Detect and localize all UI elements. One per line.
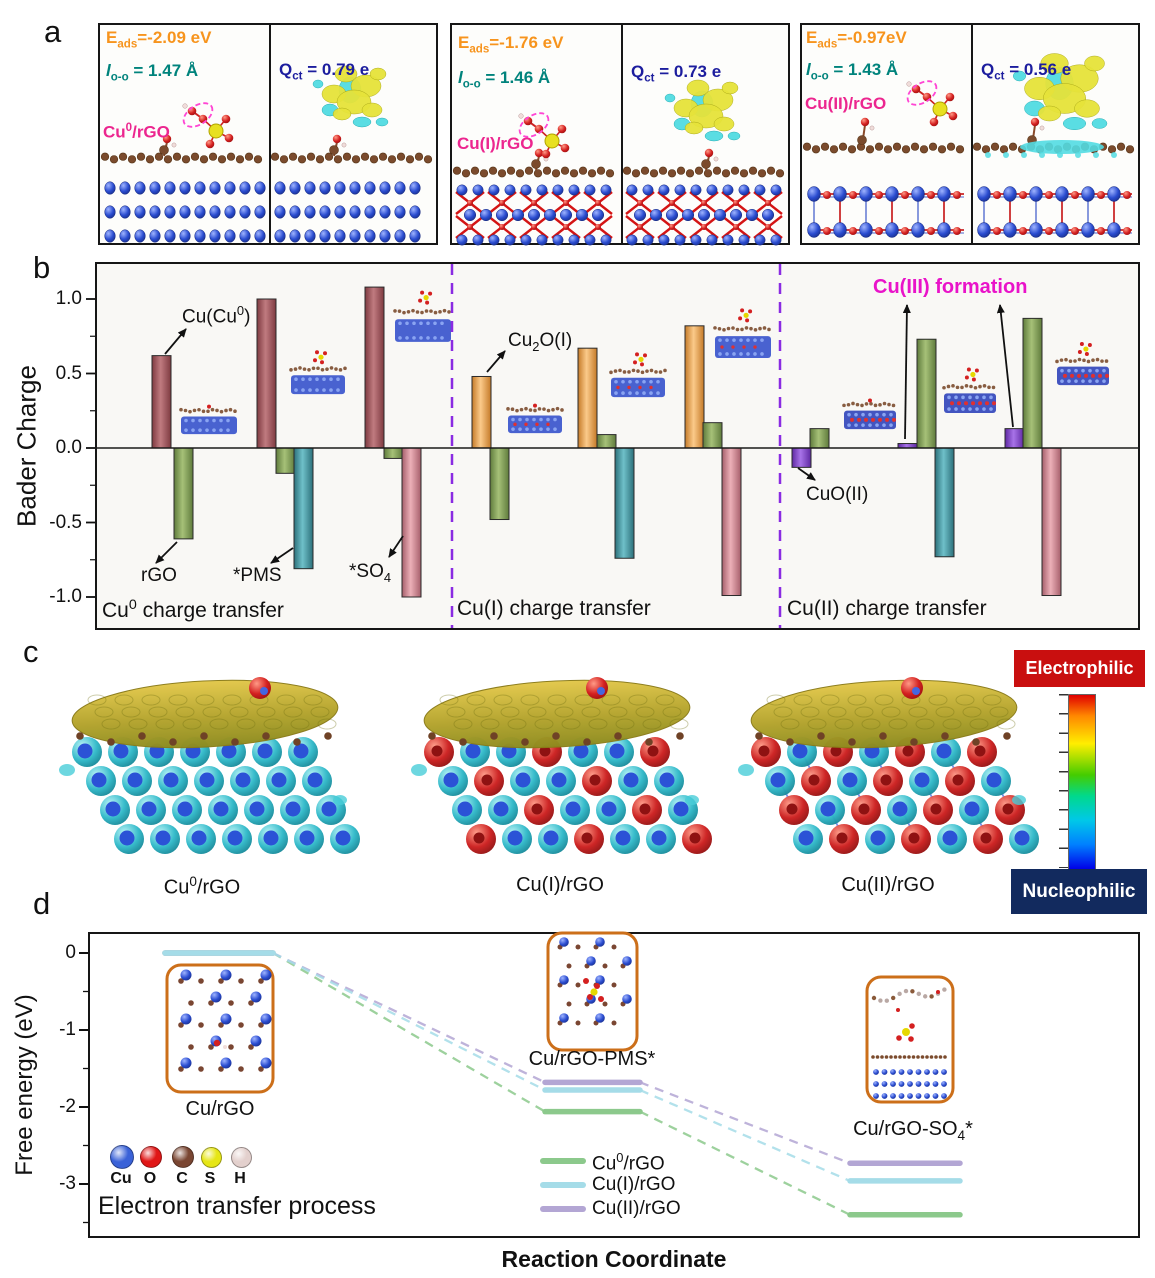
oo-bond-length-cu2: lo-o = 1.43 Å (806, 60, 899, 83)
panel-d-label: d (33, 886, 51, 921)
esp-sheet (71, 677, 339, 749)
esp-sheet (423, 677, 691, 749)
qct-value-cu1: Qct = 0.73 e (631, 62, 722, 85)
annotation-cu2o: Cu2O(I) (508, 330, 573, 354)
esp-structure-2 (738, 677, 1039, 854)
stage-label-cu-rgo-pms: Cu/rGO-PMS* (528, 1048, 656, 1070)
esp-colorbar-gradient (1068, 694, 1096, 870)
eads-value-cu1: Eads=-1.76 eV (458, 33, 564, 56)
atom-legend-label-C: C (176, 1170, 188, 1187)
section-label-cu1: Cu(I) charge transfer (457, 597, 651, 620)
atom-legend-ball-H (230, 1146, 252, 1168)
legend-swatch-cu2-rgo (540, 1206, 586, 1212)
nucleophilic-label: Nucleophilic (1011, 869, 1147, 914)
panel-a-divider (621, 25, 623, 243)
esp-label-cu2: Cu(II)/rGO (841, 874, 935, 896)
annotation-so4: *SO4 (349, 561, 392, 585)
annotation-rgo: rGO (141, 565, 177, 586)
legend-swatch-cu1-rgo (540, 1182, 586, 1188)
legend-label-cu1-rgo: Cu(I)/rGO (592, 1174, 676, 1195)
species-label-cu0: Cu0/rGO (103, 122, 170, 142)
panel-c-label: c (23, 634, 39, 669)
bader-y-tick: 0.0 (55, 437, 82, 458)
qct-value-cu2: Qct = 0.56 e (981, 60, 1072, 83)
section-label-cu2: Cu(II) charge transfer (787, 597, 987, 620)
species-label-cu1: Cu(I)/rGO (457, 134, 534, 153)
panel-a-label: a (44, 14, 62, 49)
legend-label-cu0-rgo: Cu0/rGO (592, 1150, 665, 1175)
oo-bond-length-cu1: lo-o = 1.46 Å (458, 68, 551, 91)
qct-value-cu0: Qct = 0.79 e (279, 60, 370, 83)
colorbar-ticks (1059, 694, 1068, 868)
annotation-cuo: CuO(II) (806, 484, 869, 505)
esp-structure-0 (59, 677, 360, 854)
atom-legend-ball-O (140, 1146, 162, 1168)
annotation-cu3-formation: Cu(III) formation (873, 276, 1028, 298)
esp-structure-1 (411, 677, 712, 854)
free-energy-y-tick: -2 (59, 1096, 76, 1117)
panel-a-divider (971, 25, 973, 243)
bader-y-tick: -1.0 (49, 586, 82, 607)
atom-legend-label-Cu: Cu (110, 1170, 132, 1187)
annotation-cu-cu0: Cu(Cu0) (182, 303, 251, 328)
panel-a-group-cu2-box (800, 23, 1140, 245)
annotation-pms: *PMS (233, 565, 282, 586)
atom-legend-ball-C (172, 1146, 194, 1168)
free-energy-y-tick: -3 (59, 1173, 76, 1194)
atom-legend-ball-Cu (110, 1145, 134, 1169)
atom-legend-label-O: O (143, 1170, 157, 1187)
eads-value-cu0: Eads=-2.09 eV (106, 28, 212, 51)
free-energy-y-tick: -1 (59, 1019, 76, 1040)
oo-bond-length-cu0: lo-o = 1.47 Å (106, 61, 199, 84)
species-label-cu2: Cu(II)/rGO (805, 94, 887, 113)
eads-value-cu2: Eads=-0.97eV (806, 28, 907, 51)
atom-legend-label-S: S (204, 1170, 216, 1187)
panel-a-divider (269, 25, 271, 243)
esp-label-cu0: Cu0/rGO (163, 874, 241, 899)
esp-sheet (750, 677, 1018, 749)
stage-label-cu-rgo: Cu/rGO (185, 1098, 255, 1120)
x-axis-title-reaction-coordinate: Reaction Coordinate (501, 1246, 727, 1272)
bader-y-tick: -0.5 (49, 511, 82, 533)
esp-label-cu1: Cu(I)/rGO (516, 874, 604, 896)
bader-y-tick: 0.5 (55, 362, 82, 384)
legend-swatch-cu0-rgo (540, 1158, 586, 1164)
electron-transfer-process-label: Electron transfer process (98, 1192, 376, 1220)
bader-y-tick: 1.0 (55, 288, 82, 309)
free-energy-y-tick: 0 (65, 942, 76, 963)
stage-label-cu-rgo-so4: Cu/rGO-SO4* (853, 1118, 973, 1143)
panel-b-label: b (33, 250, 51, 285)
atom-legend-ball-S (200, 1146, 222, 1168)
legend-label-cu2-rgo: Cu(II)/rGO (592, 1198, 681, 1219)
section-label-cu0: Cu0 charge transfer (102, 597, 284, 622)
electrophilic-label: Electrophilic (1014, 650, 1145, 687)
atom-legend-label-H: H (234, 1170, 246, 1187)
